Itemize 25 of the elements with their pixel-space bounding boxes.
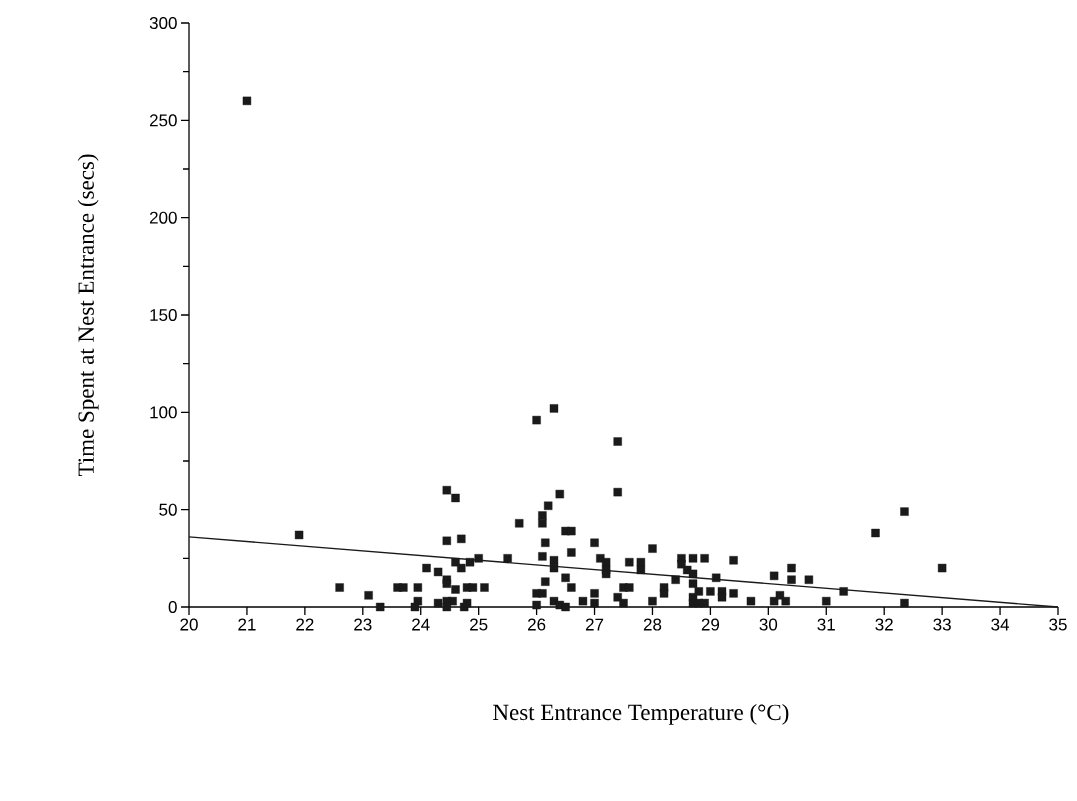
y-tick-label: 150 <box>150 308 177 322</box>
x-tick-label: 26 <box>528 618 546 631</box>
y-tick-label: 0 <box>168 600 177 614</box>
x-tick-label: 35 <box>1049 618 1067 631</box>
x-tick-label: 22 <box>296 618 314 631</box>
x-tick-label: 27 <box>585 618 604 631</box>
x-tick-label: 34 <box>991 618 1010 631</box>
y-tick-label: 50 <box>159 503 177 516</box>
x-tick-label: 20 <box>180 618 198 631</box>
y-tick-label: 300 <box>149 16 177 30</box>
x-tick-label: 31 <box>817 618 835 631</box>
x-tick-label: 23 <box>354 618 372 631</box>
x-axis-title: Nest Entrance Temperature (°C) <box>493 703 789 725</box>
x-tick-label: 32 <box>875 618 893 631</box>
x-tick-label: 24 <box>412 618 430 631</box>
x-tick-label: 21 <box>238 618 256 631</box>
y-axis-title: Time Spent at Nest Entrance (secs) <box>77 154 99 477</box>
y-tick-label: 250 <box>149 114 177 127</box>
x-tick-label: 28 <box>643 618 662 631</box>
x-tick-label: 30 <box>759 618 778 631</box>
y-tick-label: 100 <box>150 406 177 419</box>
x-tick-label: 25 <box>470 618 488 631</box>
x-tick-label: 29 <box>701 618 720 631</box>
x-tick-label: 33 <box>933 618 951 631</box>
y-tick-label: 200 <box>149 211 177 224</box>
